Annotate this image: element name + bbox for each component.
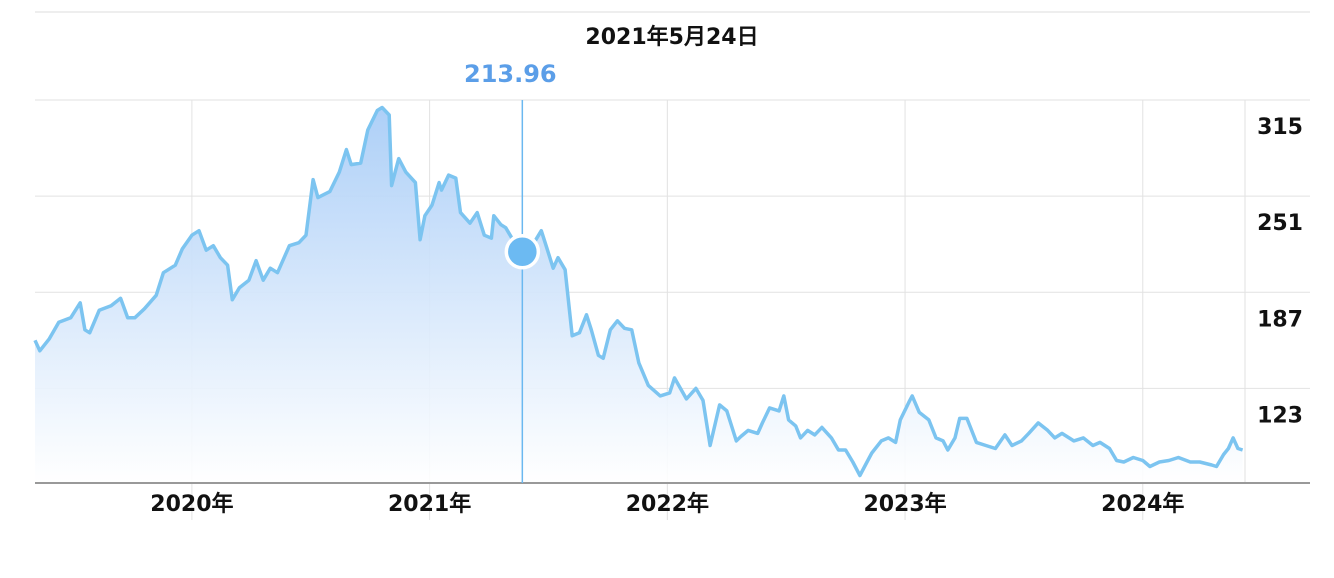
chart-title: 2021年5月24日 xyxy=(585,24,758,50)
highlight-point xyxy=(504,234,541,270)
x-tick-label: 2021年 xyxy=(388,491,471,517)
x-tick-label: 2020年 xyxy=(150,491,233,517)
y-tick-label: 123 xyxy=(1257,403,1303,428)
y-tick-label: 187 xyxy=(1257,307,1303,332)
highlight-value: 213.96 xyxy=(464,60,557,88)
y-tick-label: 251 xyxy=(1257,211,1303,236)
area-fill xyxy=(35,107,1243,483)
y-tick-label: 315 xyxy=(1257,115,1303,140)
x-tick-label: 2023年 xyxy=(863,491,946,517)
x-tick-label: 2024年 xyxy=(1101,491,1184,517)
price-line xyxy=(33,105,1244,478)
x-tick-label: 2022年 xyxy=(626,491,709,517)
